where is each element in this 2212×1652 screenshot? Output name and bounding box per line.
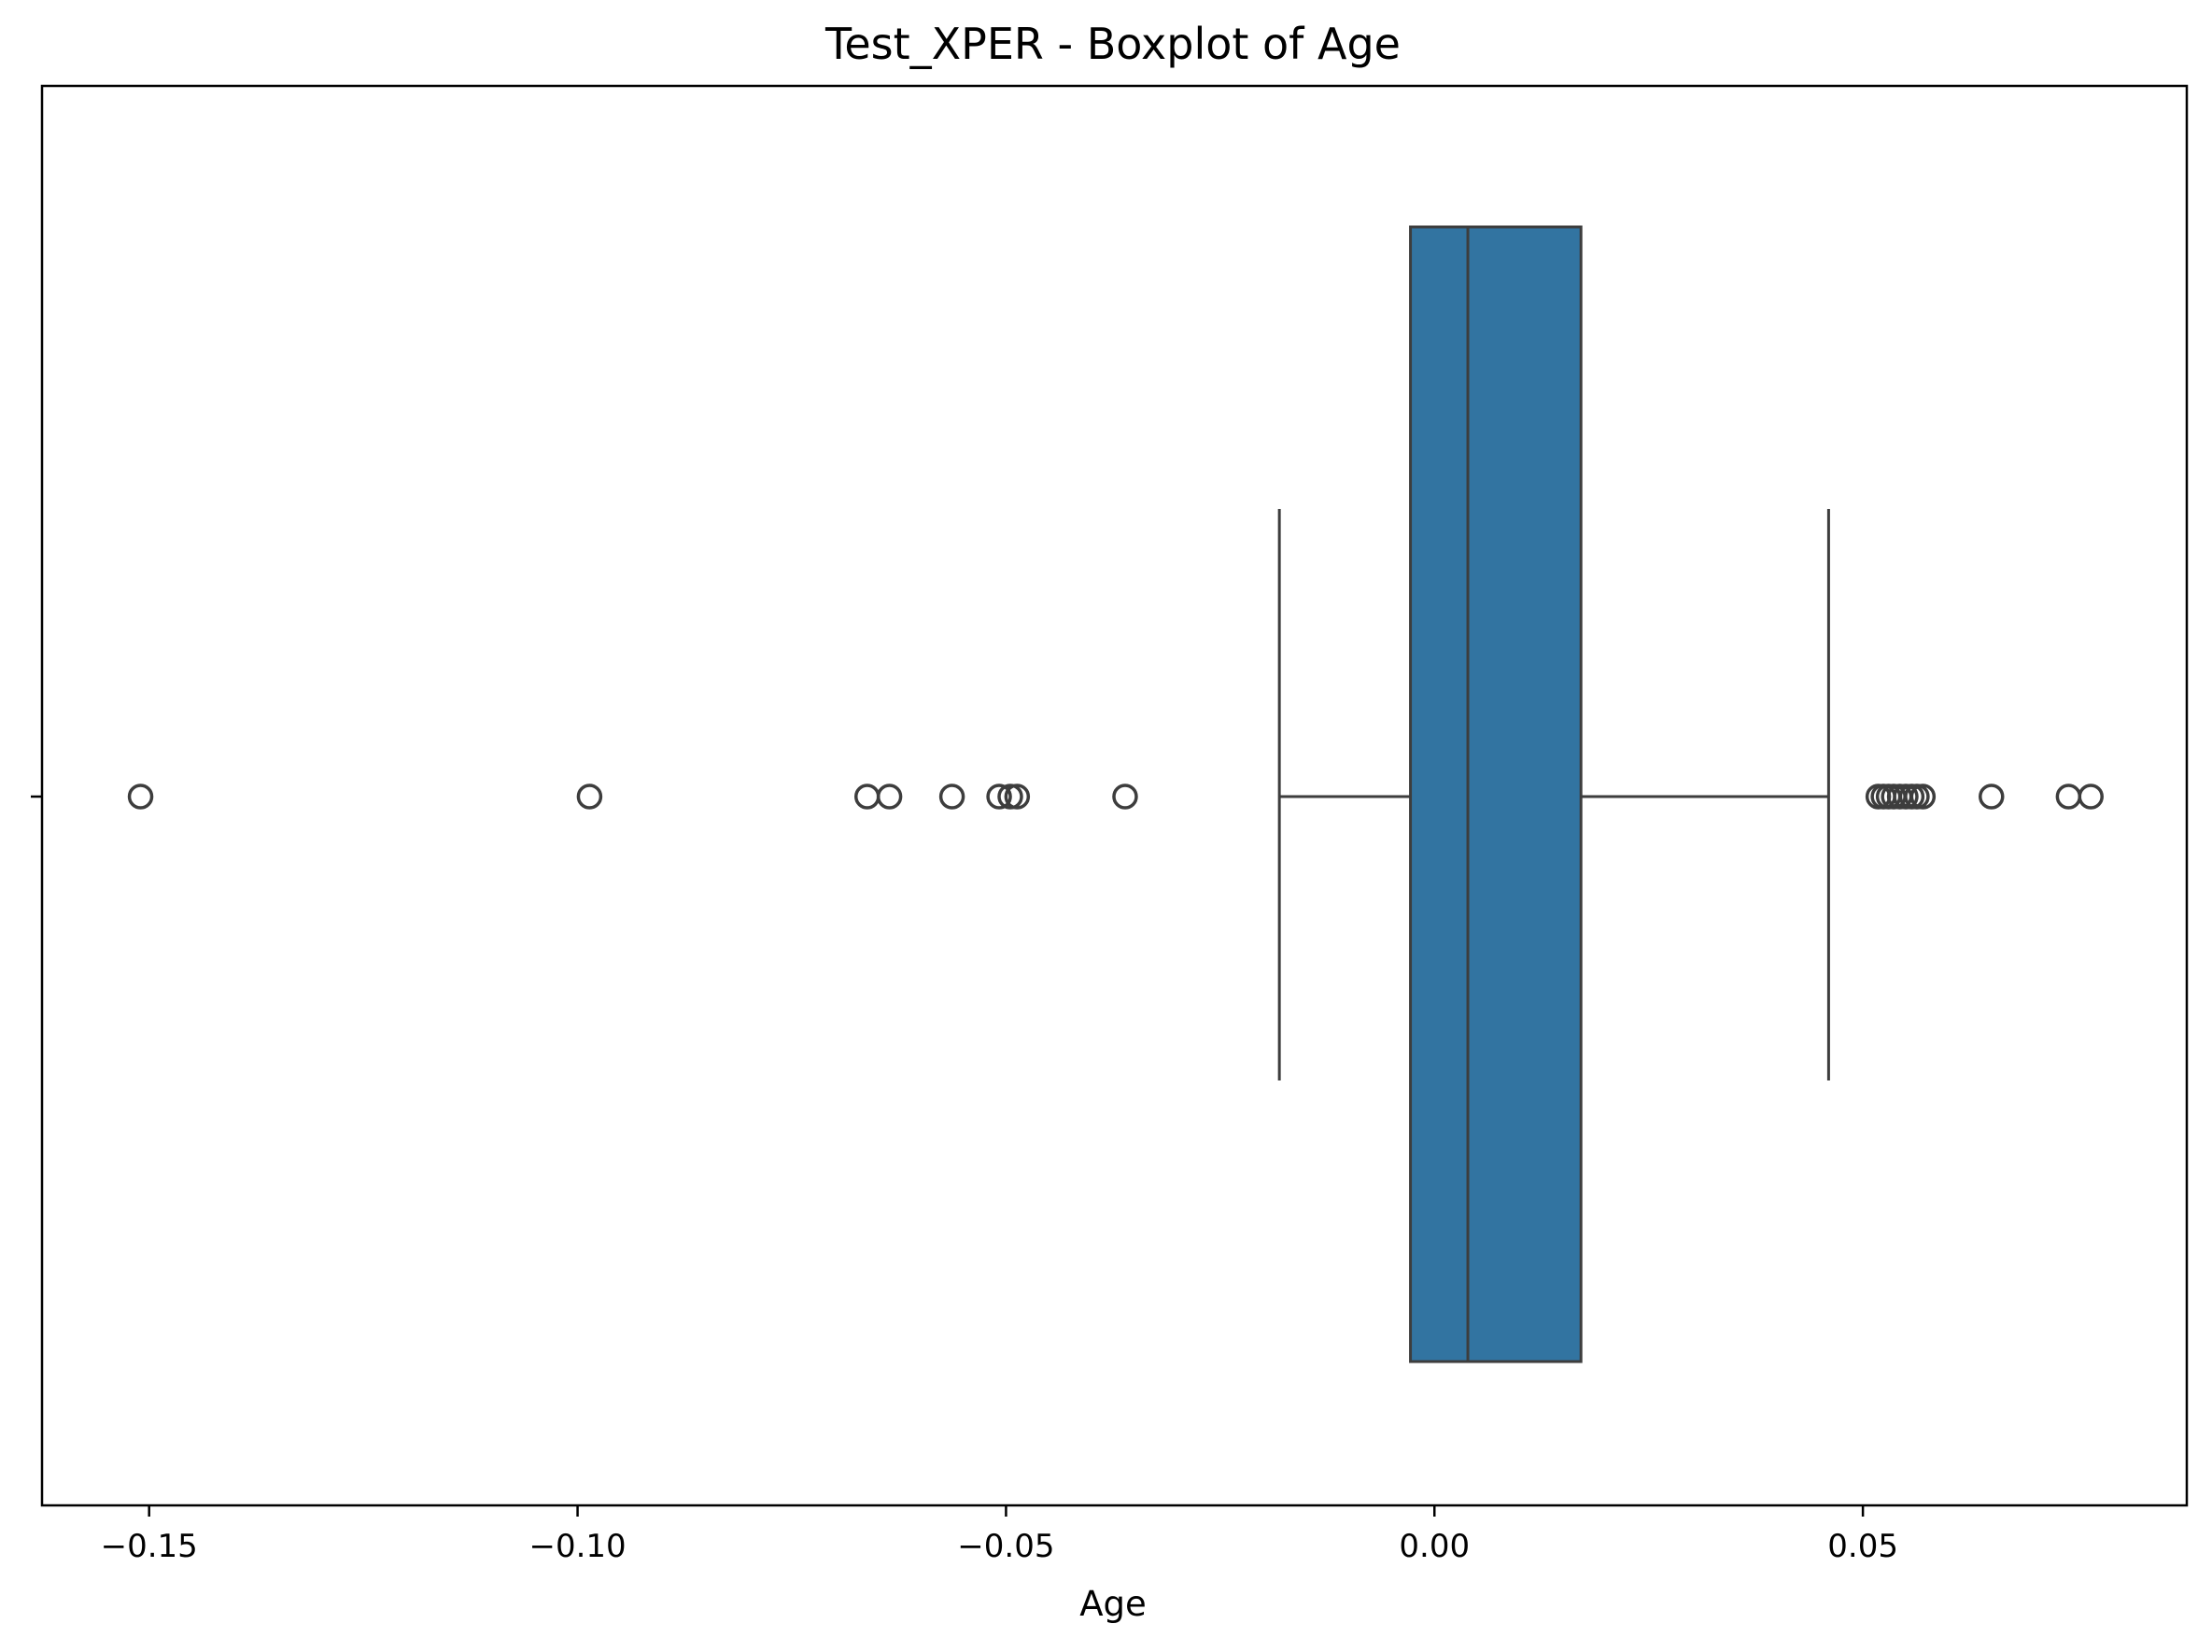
outlier-point: [876, 784, 903, 810]
outlier-point: [986, 784, 1012, 810]
outlier-point: [1004, 784, 1031, 810]
x-tick-label: 0.05: [1827, 1528, 1898, 1565]
outlier-point: [576, 784, 603, 810]
outlier-point: [1112, 784, 1138, 810]
chart-title: Test_XPER - Boxplot of Age: [824, 19, 1401, 69]
x-tick-label: 0.00: [1399, 1528, 1470, 1565]
x-axis: −0.15 −0.10 −0.05 0.00 0.05: [101, 1505, 1898, 1565]
outlier-point: [997, 784, 1023, 810]
x-tick-label: −0.05: [957, 1528, 1054, 1565]
x-tick-label: −0.15: [101, 1528, 198, 1565]
iqr-box: [1409, 225, 1583, 1363]
outlier-point: [2078, 784, 2104, 810]
outlier-point: [853, 784, 881, 810]
outlier-point: [127, 784, 154, 810]
x-axis-label: Age: [1079, 1584, 1147, 1624]
outlier-point: [1909, 784, 1937, 810]
outlier-point: [1979, 784, 2005, 810]
outlier-point: [938, 784, 965, 810]
x-tick-label: −0.10: [528, 1528, 626, 1565]
outlier-point: [2055, 784, 2082, 810]
plot-area: [127, 225, 2104, 1363]
